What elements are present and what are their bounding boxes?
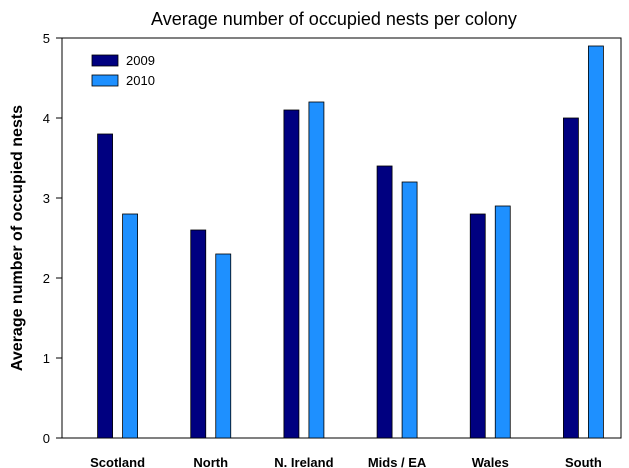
chart-title: Average number of occupied nests per col… [151,9,517,29]
plot-frame [61,37,622,439]
x-category-label: North [193,455,228,468]
x-category-label: Mids / EA [368,455,427,468]
bar-2009-south [563,117,579,439]
y-tick-label: 4 [43,111,50,126]
x-category-label: Scotland [90,455,145,468]
legend-label-2010: 2010 [126,73,155,88]
bar-2010-wales [494,205,511,439]
legend-swatch-2009 [91,54,119,67]
bar-2010-north [215,253,232,439]
legend-swatch-2010 [91,74,119,87]
x-category-label: Wales [472,455,509,468]
bar-2010-south [588,45,604,439]
y-tick-label: 2 [43,271,50,286]
y-tick-label: 0 [43,431,50,446]
bar-2010-mids-ea [401,181,418,439]
bar-2010-scotland [122,213,138,439]
legend-label-2009: 2009 [126,53,155,68]
x-category-label: N. Ireland [274,455,333,468]
y-tick-label: 1 [43,351,50,366]
y-tick-label: 3 [43,191,50,206]
plot-area: 0 1 2 3 4 5 Scotland North N. Ireland Mids / EA Wa… [43,31,622,468]
bar-2009-n-ireland [283,109,300,439]
bar-2009-north [190,229,207,439]
y-axis-label: Average number of occupied nests [9,105,26,371]
bar-2009-wales [469,213,486,439]
bar-2009-scotland [97,133,113,439]
bar-2010-n-ireland [308,101,325,439]
y-tick-label: 5 [43,31,50,46]
x-category-label: South [565,455,602,468]
bar-2009-mids-ea [376,165,393,439]
